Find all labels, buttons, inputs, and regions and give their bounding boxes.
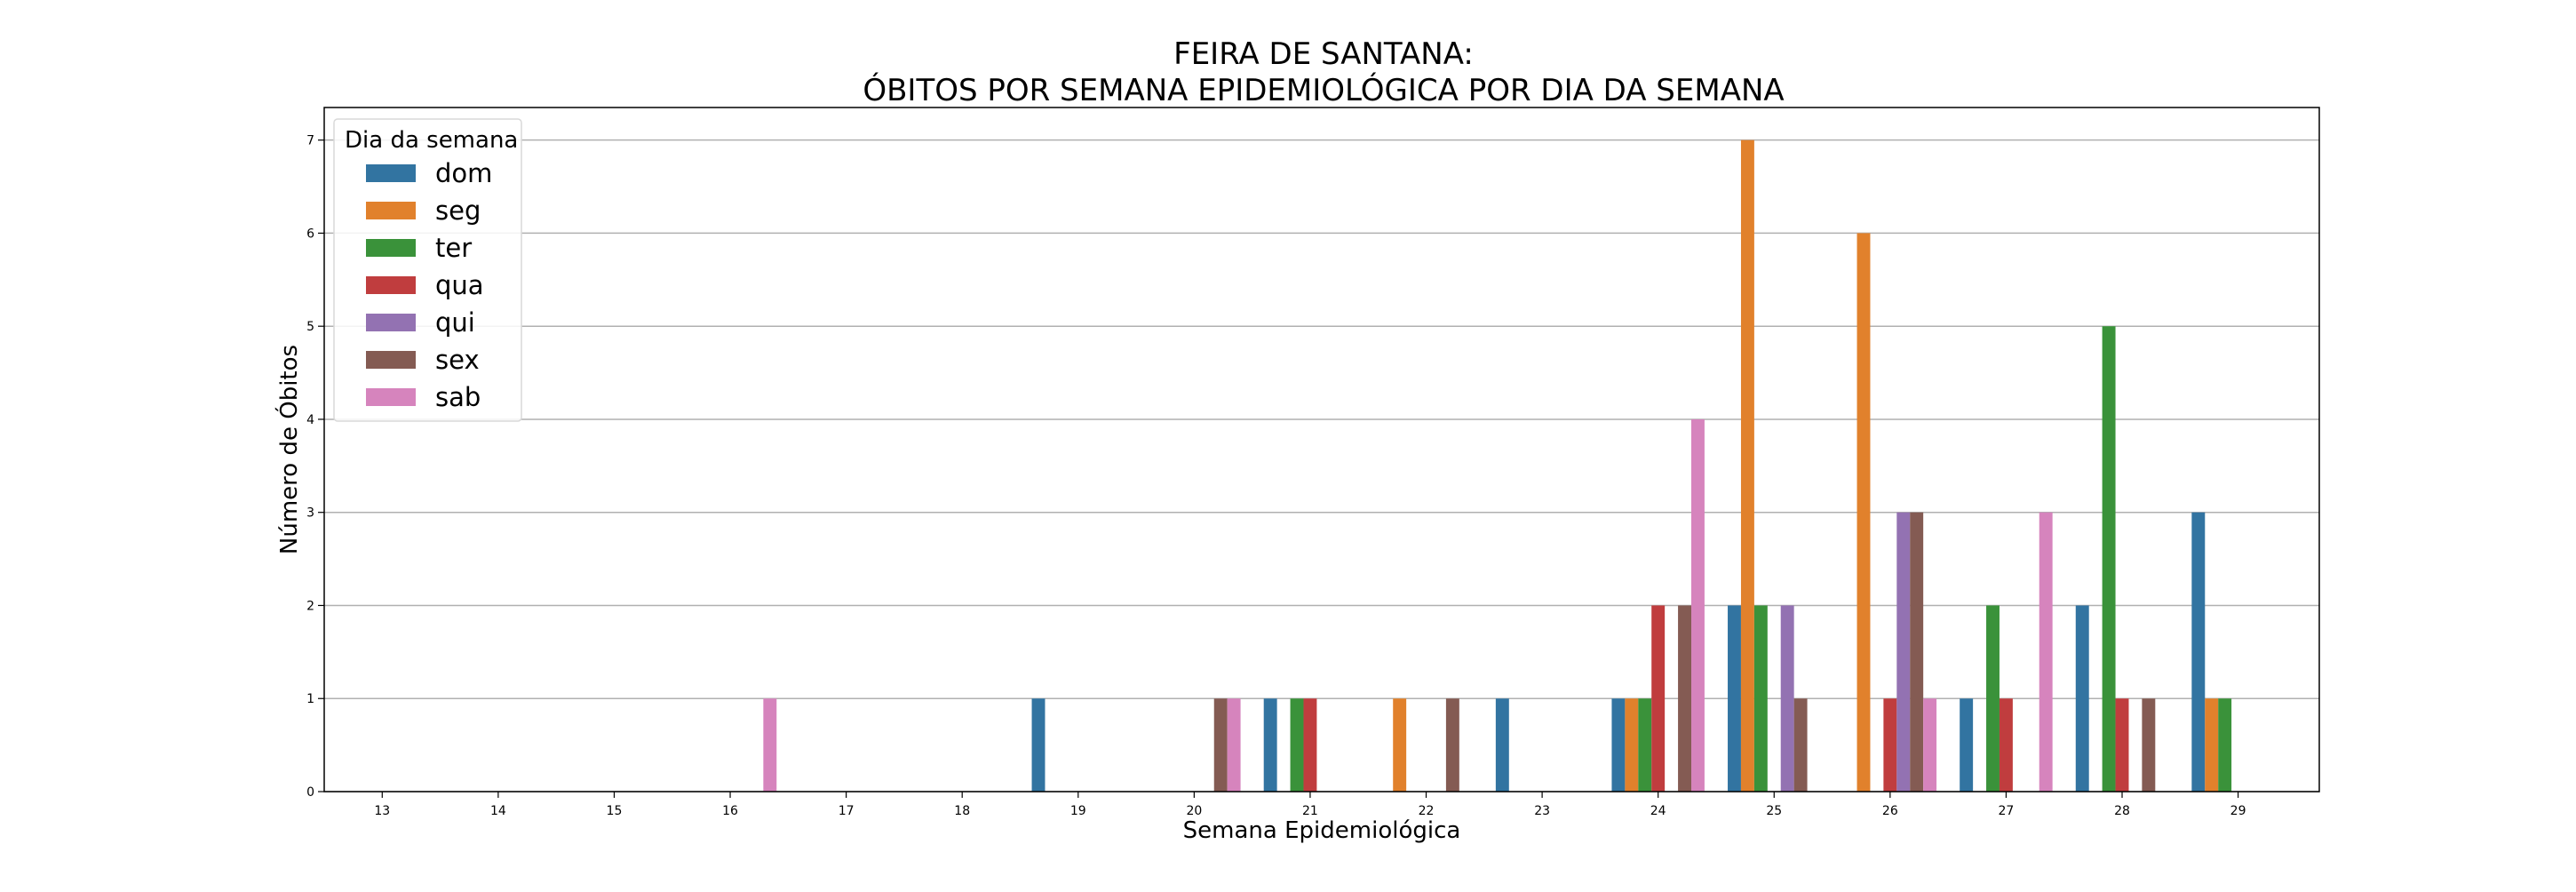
legend-label-qui: qui [435, 307, 475, 338]
y-axis-label: Número de Óbitos [274, 345, 303, 554]
legend-swatch-sex [366, 351, 416, 369]
legend-swatch-qui [366, 314, 416, 331]
x-tick-label: 20 [1186, 804, 1202, 818]
bar-sab-20 [1227, 698, 1241, 792]
x-tick-label: 13 [374, 804, 390, 818]
bar-sex-22 [1445, 698, 1459, 792]
x-tick-label: 22 [1419, 804, 1435, 818]
x-tick-label: 18 [954, 804, 970, 818]
bar-dom-27 [1960, 698, 1974, 792]
bar-ter-21 [1290, 698, 1304, 792]
x-tick-label: 24 [1650, 804, 1666, 818]
legend-swatch-seg [366, 202, 416, 219]
bar-ter-29 [2218, 698, 2232, 792]
legend-label-sab: sab [435, 382, 481, 412]
bar-dom-28 [2075, 605, 2089, 792]
x-tick-label: 15 [607, 804, 623, 818]
bar-seg-24 [1625, 698, 1639, 792]
x-tick-label: 25 [1766, 804, 1782, 818]
bar-qui-26 [1896, 512, 1911, 792]
y-tick-label: 7 [306, 134, 314, 148]
bar-sab-24 [1690, 418, 1705, 792]
chart-title-line1: FEIRA DE SANTANA: [1173, 36, 1474, 72]
bar-seg-25 [1740, 139, 1754, 792]
bar-dom-21 [1263, 698, 1277, 792]
legend-swatch-dom [366, 164, 416, 182]
bars [763, 139, 2232, 792]
x-tick-label: 14 [490, 804, 506, 818]
bar-dom-24 [1611, 698, 1626, 792]
x-tick-label: 21 [1302, 804, 1318, 818]
legend-label-ter: ter [435, 233, 472, 263]
bar-seg-29 [2205, 698, 2219, 792]
bar-sex-25 [1793, 698, 1808, 792]
y-tick-label: 5 [306, 320, 314, 334]
x-tick-label: 16 [722, 804, 738, 818]
y-tick-label: 0 [306, 785, 314, 800]
bar-dom-25 [1728, 605, 1741, 792]
bar-dom-19 [1031, 698, 1046, 792]
plot-frame [323, 107, 2320, 792]
legend-label-sex: sex [435, 345, 480, 375]
bar-ter-24 [1638, 698, 1652, 792]
y-tick-label: 4 [306, 413, 314, 427]
x-tick-label: 28 [2114, 804, 2130, 818]
y-tick-label: 2 [306, 599, 314, 613]
legend-swatch-ter [366, 239, 416, 257]
gridlines [324, 139, 2319, 792]
bar-seg-22 [1393, 698, 1407, 792]
x-axis-label: Semana Epidemiológica [1183, 817, 1461, 844]
y-tick-label: 1 [306, 692, 314, 706]
bar-qui-25 [1780, 605, 1794, 792]
y-tick-label: 3 [306, 506, 314, 521]
bar-ter-28 [2102, 326, 2116, 792]
legend-label-qua: qua [435, 270, 484, 300]
legend-frame [333, 118, 522, 422]
bar-qua-26 [1883, 698, 1897, 792]
bar-dom-29 [2191, 512, 2206, 792]
y-tick-label: 6 [306, 227, 314, 241]
bar-sab-26 [1923, 698, 1937, 792]
legend-swatch-sab [366, 388, 416, 406]
bar-sex-28 [2142, 698, 2156, 792]
bar-sab-27 [2039, 512, 2053, 792]
legend: Dia da semana dom seg ter qua qui sex sab [333, 118, 522, 422]
chart-title-line2: ÓBITOS POR SEMANA EPIDEMIOLÓGICA POR DIA… [863, 72, 1784, 108]
x-tick-label: 19 [1070, 804, 1086, 818]
bar-qua-21 [1303, 698, 1317, 792]
bar-ter-27 [1986, 605, 2000, 792]
x-tick-label: 23 [1534, 804, 1550, 818]
bar-dom-23 [1495, 698, 1509, 792]
x-tick-label: 27 [1999, 804, 2015, 818]
bar-qua-27 [1999, 698, 2013, 792]
legend-label-seg: seg [435, 195, 481, 226]
bar-ter-25 [1753, 605, 1768, 792]
bar-sab-16 [763, 698, 777, 792]
bar-sex-24 [1678, 605, 1691, 792]
bar-qua-28 [2115, 698, 2129, 792]
legend-swatch-qua [366, 276, 416, 294]
bar-seg-26 [1856, 233, 1871, 792]
legend-title: Dia da semana [345, 127, 518, 154]
bar-qua-24 [1651, 605, 1666, 792]
x-tick-label: 26 [1882, 804, 1898, 818]
bar-sex-20 [1213, 698, 1228, 792]
bar-sex-26 [1910, 512, 1924, 792]
x-tick-label: 29 [2230, 804, 2246, 818]
x-tick-label: 17 [839, 804, 855, 818]
legend-label-dom: dom [435, 158, 492, 188]
